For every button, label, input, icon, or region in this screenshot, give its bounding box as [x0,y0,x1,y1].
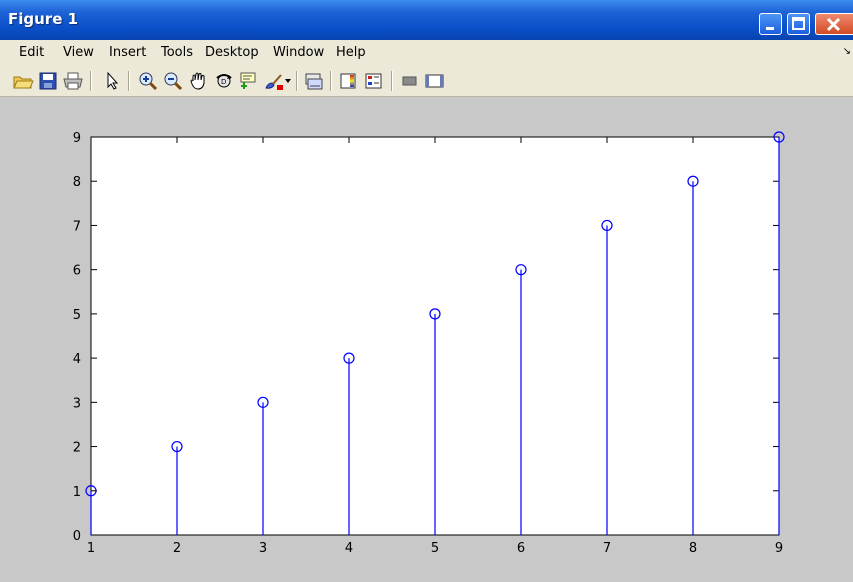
stem-marker[interactable] [773,131,785,143]
stem-marker[interactable] [85,485,97,497]
y-tick-label: 1 [73,485,81,500]
x-tick-label: 6 [517,541,525,556]
menu-window[interactable]: Window [273,45,325,60]
zoom-out-icon[interactable] [162,71,184,91]
pan-hand-icon[interactable] [188,71,210,91]
x-tick-label: 9 [775,541,783,556]
stem-marker[interactable] [601,219,613,232]
pointer-icon[interactable] [102,71,124,91]
show-plot-tools-icon[interactable] [424,71,446,91]
y-tick-label: 6 [73,264,81,279]
minimize-button[interactable] [759,13,782,35]
title-bar[interactable]: Figure 1 [0,0,853,40]
menu-tools[interactable]: Tools [161,45,194,60]
menu-insert[interactable]: Insert [109,45,147,60]
minimize-icon [766,27,774,30]
print-icon[interactable] [62,71,84,91]
y-tick-label: 4 [73,352,81,367]
open-folder-icon[interactable] [12,71,34,91]
menu-bar: Edit View Insert Tools Desktop Window He… [0,40,853,64]
x-tick-label: 8 [689,541,697,556]
data-cursor-icon[interactable] [238,71,260,91]
y-tick-label: 3 [73,396,81,411]
stem-series [85,131,785,535]
toolbar: D [0,64,853,97]
x-axis-tick-labels: 1 2 3 4 5 6 7 8 9 [87,541,783,556]
menu-view[interactable]: View [63,45,94,60]
stem-marker[interactable] [343,352,355,364]
y-tick-label: 2 [73,441,81,456]
x-tick-label: 1 [87,541,95,556]
menu-help[interactable]: Help [336,45,366,60]
y-tick-label: 8 [73,175,81,190]
menu-overflow-icon[interactable]: ↘ [842,46,851,57]
zoom-in-icon[interactable] [137,71,159,91]
link-plot-icon[interactable] [303,71,325,91]
stem-marker[interactable] [429,308,441,320]
y-tick-label: 5 [73,308,81,323]
x-tick-label: 7 [603,541,611,556]
stem-marker[interactable] [171,440,183,453]
toolbar-separator [391,71,393,91]
hide-plot-tools-icon[interactable] [399,71,421,91]
maximize-icon [792,17,805,30]
toolbar-separator [128,71,130,91]
stem-marker[interactable] [515,264,527,276]
stem-marker[interactable] [687,175,699,187]
maximize-button[interactable] [787,13,810,35]
menu-desktop[interactable]: Desktop [205,45,259,60]
legend-icon[interactable] [363,71,385,91]
rotate-3d-icon[interactable]: D [213,71,235,91]
x-tick-label: 5 [431,541,439,556]
brush-dropdown-icon[interactable] [284,78,292,84]
close-button[interactable] [815,13,853,35]
y-tick-label: 9 [73,131,81,146]
y-tick-label: 7 [73,219,81,234]
toolbar-separator [296,71,298,91]
x-tick-label: 3 [259,541,267,556]
y-axis-tick-labels: 0 1 2 3 4 5 6 7 8 9 [73,131,81,544]
x-tick-label: 4 [345,541,353,556]
close-icon [826,17,841,32]
y-tick-label: 0 [73,529,81,544]
stem-marker[interactable] [257,396,269,408]
brush-icon[interactable] [263,71,285,91]
x-tick-label: 2 [173,541,181,556]
toolbar-separator [90,71,92,91]
menu-edit[interactable]: Edit [19,45,45,60]
save-icon[interactable] [37,71,59,91]
toolbar-separator [330,71,332,91]
window-title: Figure 1 [8,10,79,28]
svg-text:D: D [221,78,226,86]
colorbar-icon[interactable] [338,71,360,91]
